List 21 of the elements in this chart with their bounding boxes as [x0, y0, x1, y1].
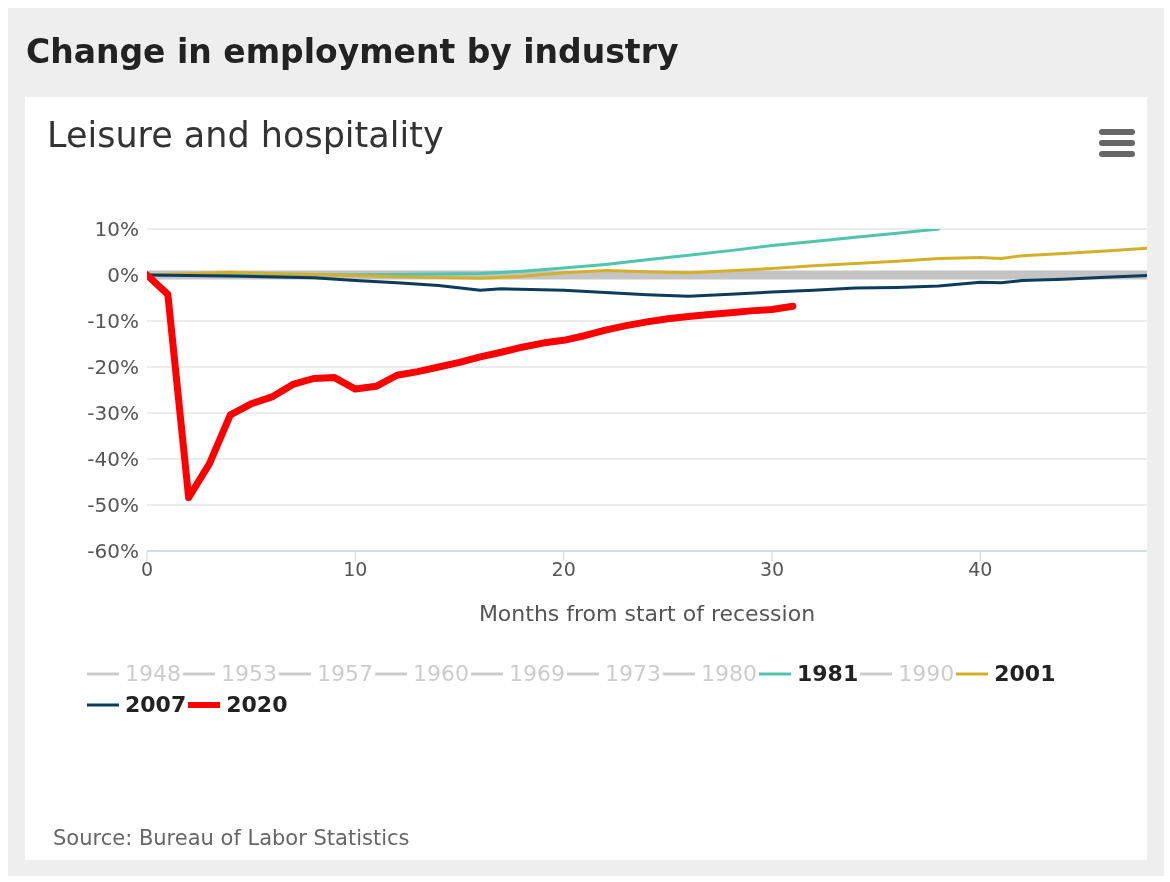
y-tick-label: 10%	[94, 217, 139, 242]
chart-subtitle: Leisure and hospitality	[47, 115, 445, 155]
x-tick-label: 10	[343, 558, 368, 581]
legend-label: 1981	[797, 661, 859, 686]
chart-title: Change in employment by industry	[26, 32, 679, 71]
legend-label: 2020	[226, 692, 288, 717]
y-tick-label: -40%	[87, 447, 139, 472]
legend-label: 2007	[125, 692, 187, 717]
x-tick-label: 30	[759, 558, 785, 581]
y-tick-label: -60%	[87, 539, 139, 564]
y-tick-label: -50%	[87, 493, 139, 518]
x-axis-title: Months from start of recession	[478, 601, 816, 626]
legend-label: 2001	[994, 661, 1056, 686]
y-tick-label: -30%	[87, 401, 139, 426]
source-note: Source: Bureau of Labor Statistics	[53, 826, 410, 850]
x-tick-label: 0	[140, 558, 154, 581]
y-tick-label: -10%	[87, 309, 139, 334]
x-tick-label: 40	[968, 558, 993, 581]
x-tick-label: 20	[551, 558, 576, 581]
y-tick-label: -20%	[87, 355, 139, 380]
y-tick-label: 0%	[107, 263, 139, 288]
